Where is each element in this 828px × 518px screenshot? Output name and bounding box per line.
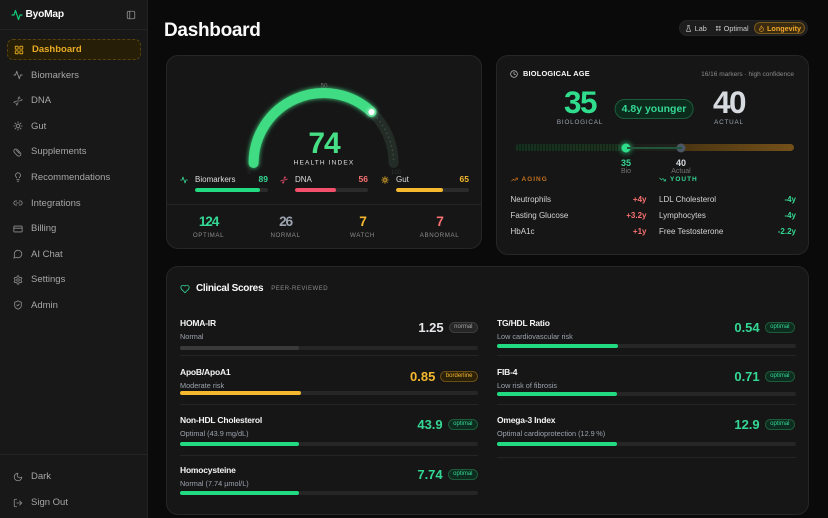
svg-text:100: 100 — [391, 170, 402, 176]
svg-text:74: 74 — [308, 127, 341, 160]
svg-text:HEALTH INDEX: HEALTH INDEX — [294, 160, 355, 167]
svg-text:50: 50 — [320, 83, 328, 90]
svg-text:0: 0 — [247, 170, 251, 176]
